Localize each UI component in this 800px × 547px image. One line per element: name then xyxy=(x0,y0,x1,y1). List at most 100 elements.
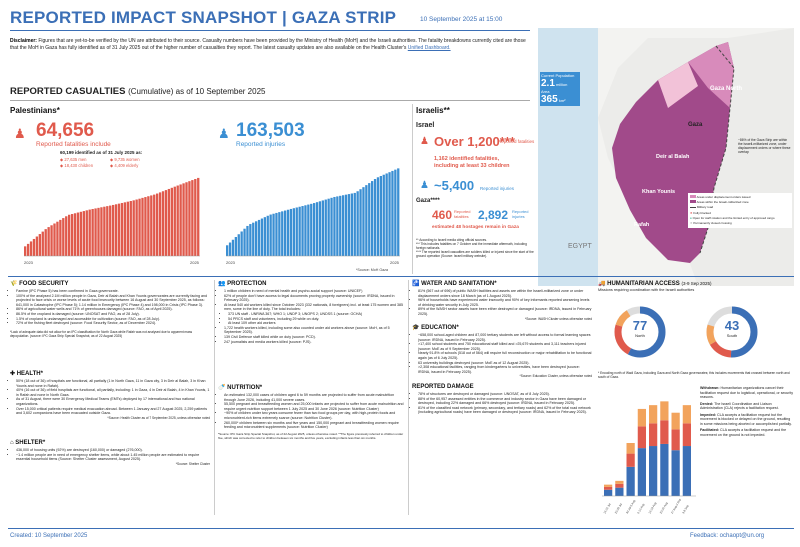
identified-fatalities: 60,199 identified as of 31 July 2025 as: xyxy=(60,150,143,155)
chart-bar xyxy=(123,202,127,256)
breakdown-elderly: ◆ 4,409 elderly xyxy=(110,163,139,168)
gaza-map[interactable]: Gaza North Gaza Deir al Balah Khan Youni… xyxy=(538,28,794,286)
chart-bar xyxy=(112,204,115,256)
chart-bar xyxy=(394,169,397,256)
map-legend: Areas under displacement orders issued A… xyxy=(688,193,792,229)
access-bar-segment xyxy=(649,446,658,496)
dashboard-link[interactable]: Unified Dashboard. xyxy=(407,44,451,51)
chart-bar xyxy=(359,189,362,256)
access-bar-segment xyxy=(671,429,680,451)
x-tick-label: 20-26 Aug xyxy=(659,501,669,514)
chart-bar xyxy=(286,209,290,256)
x-tick-label: 13-19 Aug xyxy=(647,501,657,514)
south-count: 43 xyxy=(724,318,740,333)
protection-item: At least 540 aid workers killed since Oc… xyxy=(224,303,404,312)
chart-bar xyxy=(388,172,391,256)
shelter-title: ⌂ SHELTER* xyxy=(10,440,46,446)
gaza-soldiers-label: Gaza**** xyxy=(416,198,440,204)
access-note: * Encoding north of Wadi Gaza, including… xyxy=(598,371,790,379)
access-subtitle: Missions requiring coordination with the… xyxy=(598,288,695,292)
chart-bar xyxy=(368,183,371,256)
protection-item: 247 journalists and media workers killed… xyxy=(224,340,404,345)
gaza-fatal-label: Reported fatalities xyxy=(454,209,471,219)
access-bar-segment xyxy=(649,423,658,447)
chart-bar xyxy=(35,236,39,256)
svg-text:Gaza: Gaza xyxy=(688,122,703,128)
damage-section: REPORTED DAMAGE 78% of structures are de… xyxy=(412,384,592,415)
access-bar-segment xyxy=(626,466,635,496)
chart-bar xyxy=(141,197,144,256)
chart-bar xyxy=(62,218,65,256)
chart-bar xyxy=(382,174,385,256)
chart-bar xyxy=(70,214,74,256)
chart-bar xyxy=(100,207,103,256)
shelter-source: *Source: Shelter Cluster xyxy=(175,461,210,466)
disclaimer-text: Figures that are yet-to-be verified by t… xyxy=(10,38,526,51)
area-value: 365 xyxy=(541,94,558,105)
south-label: South xyxy=(726,333,738,338)
access-bar-segment xyxy=(649,405,658,424)
population-unit: million xyxy=(556,82,568,87)
chart-bar xyxy=(257,219,261,256)
wash-source: *Source: WASH Cluster unless otherwise n… xyxy=(524,316,592,321)
chart-bar xyxy=(88,209,91,256)
chart-bar xyxy=(158,192,162,256)
breakdown-women: ◆ 9,735 women xyxy=(110,157,140,162)
chart-bar xyxy=(194,178,197,256)
chart-bar xyxy=(371,181,374,256)
x-tick-label: 3-9 Sep xyxy=(681,504,690,515)
x-tick-label: 2025 xyxy=(390,260,400,265)
chart-bar xyxy=(226,245,229,256)
access-bar-segment xyxy=(604,489,613,496)
fatalities-chart: 2023 2025 xyxy=(24,177,200,265)
chart-bar xyxy=(275,212,278,256)
chart-bar xyxy=(240,231,243,256)
footer-feedback[interactable]: Feedback: ochaopt@un.org xyxy=(690,533,765,539)
chart-bar xyxy=(135,199,138,256)
casualties-subtitle: (Cumulative) as of 10 September 2025 xyxy=(128,87,266,96)
chart-bar xyxy=(109,205,112,256)
footer-divider xyxy=(8,528,794,529)
x-tick-label: 16-22 Jul xyxy=(602,502,611,514)
chart-bar xyxy=(260,218,264,256)
chart-bar xyxy=(197,177,200,256)
food-item: Famine (IPC Phase 5) has been confirmed … xyxy=(16,289,210,294)
food-item: 86% of agricultural water wells and 71% … xyxy=(16,307,210,312)
sections-divider xyxy=(8,276,794,277)
chart-bar xyxy=(26,243,30,256)
protection-item: 62% of people don't have access to legal… xyxy=(224,294,404,303)
education-title: 🎓 EDUCATION* xyxy=(412,325,459,331)
access-bar-segment xyxy=(682,423,691,447)
x-tick-label: 23-29 Jul xyxy=(614,502,623,514)
nutrition-item: 55,500 pregnant and breastfeeding women … xyxy=(224,402,404,411)
access-bar-chart: 16-22 Jul 23-29 Jul 30 Jul-5 Aug 6-12 Aug 13… xyxy=(602,401,696,515)
chart-bar xyxy=(176,185,179,256)
disclaimer-label: Disclaimer: xyxy=(10,38,37,44)
gaza-map-svg: Gaza North Gaza Deir al Balah Khan Youni… xyxy=(538,28,794,286)
chart-bar xyxy=(144,197,147,256)
access-bar-segment xyxy=(604,484,613,487)
chart-bar xyxy=(373,179,377,256)
chart-bar xyxy=(44,229,47,256)
chart-bar xyxy=(117,203,121,256)
chart-bar xyxy=(272,213,275,256)
chart-bar xyxy=(91,208,94,256)
population-value: 2.1 xyxy=(541,78,555,89)
access-bar-segment xyxy=(615,487,624,496)
israeli-identified: 1,162 identified fatalities, xyxy=(434,156,500,162)
chart-bar xyxy=(237,234,240,256)
palestinian-fatalities: 64,656 xyxy=(36,120,95,141)
chart-bar xyxy=(41,231,44,256)
disclaimer: Disclaimer: Figures that are yet-to-be v… xyxy=(10,38,530,52)
chart-bar xyxy=(68,214,71,256)
wash-title: 🚰 WATER AND SANITATION* xyxy=(412,281,497,287)
chart-bar xyxy=(47,227,50,256)
access-bar-segment xyxy=(671,450,680,496)
israel-injury-icon: ♟ xyxy=(420,180,429,191)
north-label: North xyxy=(635,333,645,338)
wash-item: 89% of the WASH sector assets have been … xyxy=(418,307,592,316)
education-item: ~658,000 school-aged children and 87,000… xyxy=(418,333,592,342)
access-bar-segment xyxy=(671,412,680,430)
chart-bar xyxy=(97,207,100,256)
chart-bar xyxy=(252,222,255,256)
